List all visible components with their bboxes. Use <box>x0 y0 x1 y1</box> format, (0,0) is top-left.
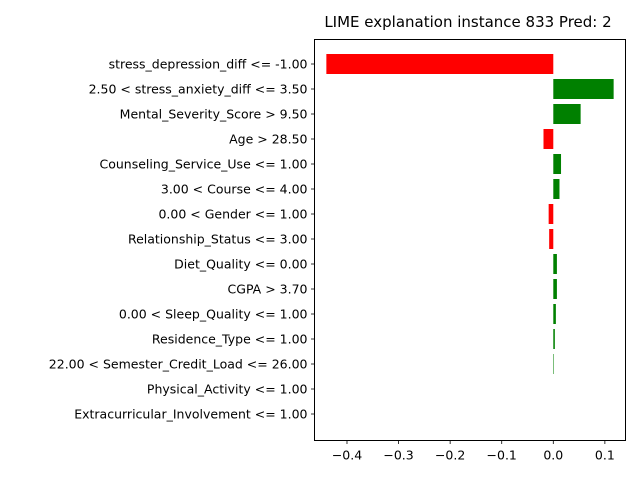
x-tick-label-3: −0.1 <box>487 448 517 463</box>
y-tick-label-11: Residence_Type <= 1.00 <box>152 332 308 347</box>
bar-5 <box>553 179 560 199</box>
bar-3 <box>543 129 554 149</box>
y-tick-label-2: Mental_Severity_Score > 9.50 <box>120 107 308 122</box>
y-tick-label-12: 22.00 < Semester_Credit_Load <= 26.00 <box>49 357 308 372</box>
bar-7 <box>549 229 554 249</box>
y-tick-label-9: CGPA > 3.70 <box>228 282 308 297</box>
y-tick-labels: stress_depression_diff <= -1.00 2.50 < st… <box>49 57 315 422</box>
y-tick-label-8: Diet_Quality <= 0.00 <box>174 257 307 272</box>
y-tick-label-10: 0.00 < Sleep_Quality <= 1.00 <box>119 307 308 322</box>
bar-6 <box>548 204 554 224</box>
y-tick-label-0: stress_depression_diff <= -1.00 <box>109 57 308 72</box>
bars-group <box>326 54 614 374</box>
chart-title: LIME explanation instance 833 Pred: 2 <box>324 13 611 31</box>
y-tick-label-3: Age > 28.50 <box>229 132 307 147</box>
y-tick-label-14: Extracurricular_Involvement <= 1.00 <box>74 407 307 422</box>
y-tick-label-7: Relationship_Status <= 3.00 <box>128 232 308 247</box>
bar-11 <box>553 329 555 349</box>
x-tick-label-1: −0.3 <box>383 448 413 463</box>
bar-4 <box>553 154 562 174</box>
y-tick-label-4: Counseling_Service_Use <= 1.00 <box>99 157 307 172</box>
y-tick-label-5: 3.00 < Course <= 4.00 <box>161 182 308 197</box>
x-tick-label-0: −0.4 <box>332 448 362 463</box>
x-tick-label-2: −0.2 <box>435 448 465 463</box>
y-tick-label-1: 2.50 < stress_anxiety_diff <= 3.50 <box>89 82 308 97</box>
bar-1 <box>553 79 614 99</box>
y-tick-label-6: 0.00 < Gender <= 1.00 <box>158 207 307 222</box>
bar-2 <box>553 104 581 124</box>
y-tick-label-13: Physical_Activity <= 1.00 <box>147 382 308 397</box>
x-tick-label-4: 0.0 <box>543 448 563 463</box>
x-ticks: −0.4 −0.3 −0.2 −0.1 0.0 0.1 <box>332 440 615 463</box>
bar-10 <box>553 304 556 324</box>
bar-9 <box>553 279 557 299</box>
x-tick-label-5: 0.1 <box>595 448 615 463</box>
bar-8 <box>553 254 557 274</box>
plot-frame <box>314 39 626 441</box>
bar-0 <box>326 54 554 74</box>
bar-12 <box>553 354 554 374</box>
